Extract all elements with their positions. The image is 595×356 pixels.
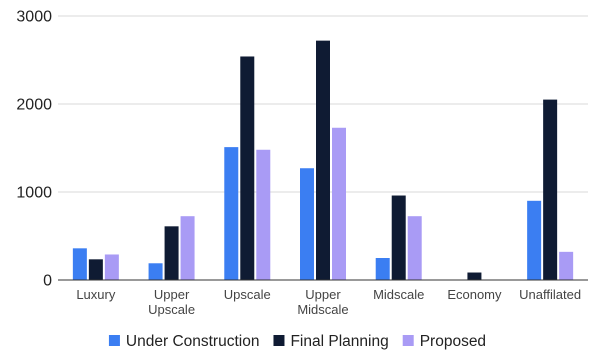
x-tick-label: Upscale bbox=[148, 302, 195, 317]
bar bbox=[240, 56, 255, 281]
y-axis-ticks: 0 1000 2000 3000 bbox=[16, 9, 52, 290]
bar bbox=[332, 127, 346, 280]
bar bbox=[148, 263, 163, 280]
bar bbox=[527, 200, 542, 280]
legend-label: Under Construction bbox=[126, 333, 260, 350]
x-tick-label: Midscale bbox=[297, 302, 348, 317]
bar bbox=[543, 99, 558, 280]
x-tick-label: Upper bbox=[154, 287, 190, 302]
x-tick-label: Upper bbox=[305, 287, 341, 302]
x-tick-label: Midscale bbox=[373, 287, 424, 302]
bar bbox=[88, 259, 103, 280]
bar bbox=[224, 147, 239, 280]
x-tick-label: Economy bbox=[447, 287, 502, 302]
x-tick-label: Luxury bbox=[76, 287, 116, 302]
y-tick-label: 2000 bbox=[16, 97, 52, 114]
bar bbox=[375, 258, 390, 280]
bar bbox=[467, 272, 482, 280]
x-tick-label: Upscale bbox=[224, 287, 271, 302]
legend-swatch bbox=[402, 335, 414, 346]
bar bbox=[164, 226, 179, 280]
bar bbox=[316, 40, 330, 280]
y-tick-label: 3000 bbox=[16, 9, 52, 26]
bar bbox=[72, 248, 87, 280]
bar bbox=[180, 216, 195, 280]
legend: Under Construction Final Planning Proposed bbox=[108, 333, 486, 350]
bar bbox=[256, 149, 271, 280]
legend-swatch bbox=[108, 335, 120, 346]
legend-label: Proposed bbox=[420, 333, 486, 350]
bar bbox=[559, 251, 574, 280]
bar bbox=[104, 254, 119, 280]
y-tick-label: 1000 bbox=[16, 185, 52, 202]
bars bbox=[72, 40, 574, 281]
legend-label: Final Planning bbox=[290, 333, 388, 350]
legend-swatch bbox=[273, 335, 285, 346]
bar bbox=[300, 168, 314, 280]
y-tick-label: 0 bbox=[43, 273, 52, 290]
bar bbox=[407, 216, 422, 280]
bar bbox=[391, 195, 406, 280]
x-tick-label: Unaffilated bbox=[519, 287, 581, 302]
